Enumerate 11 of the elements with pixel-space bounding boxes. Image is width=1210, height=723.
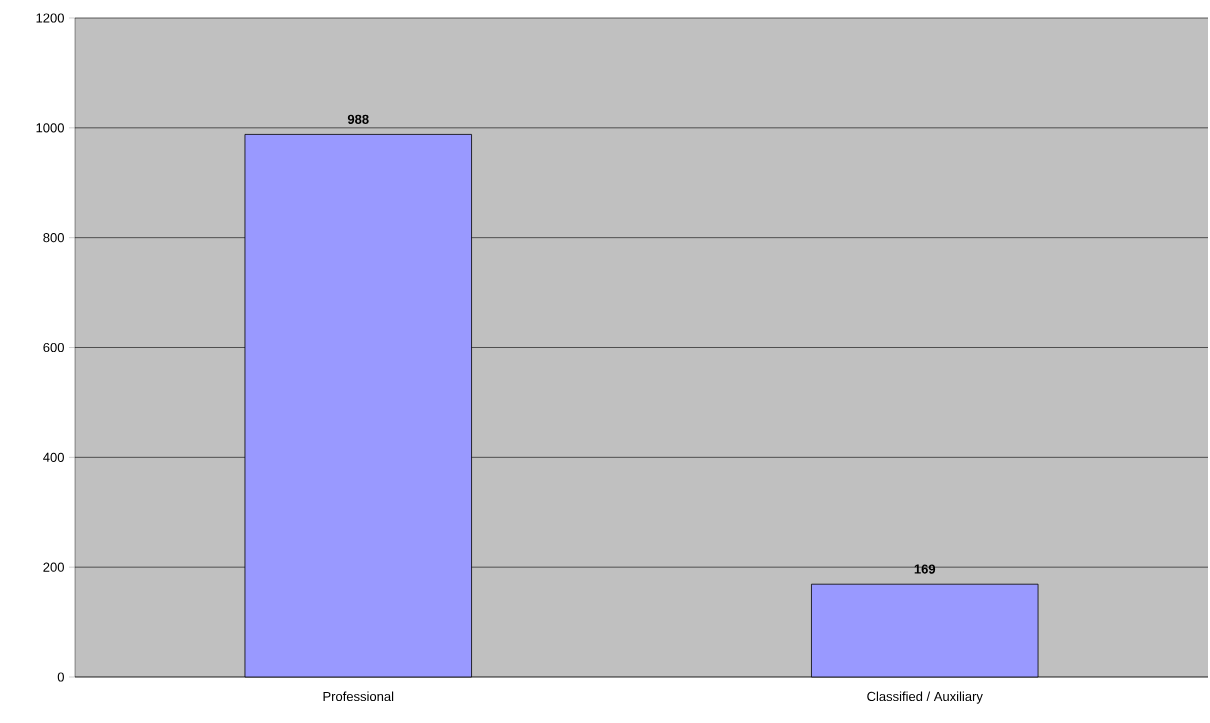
data-label: 169 (914, 564, 936, 574)
x-tick-label: Professional (323, 691, 394, 702)
y-tick-label: 600 (43, 342, 64, 353)
y-tick-label: 0 (57, 672, 64, 682)
data-label: 988 (347, 114, 369, 124)
y-tick-label: 1200 (36, 13, 64, 23)
y-tick-label: 1000 (36, 123, 64, 133)
y-tick-label: 200 (43, 562, 64, 572)
y-tick-label: 800 (43, 233, 64, 243)
y-tick-label: 400 (43, 452, 64, 462)
x-tick-label: Classified / Auxiliary (867, 691, 983, 704)
